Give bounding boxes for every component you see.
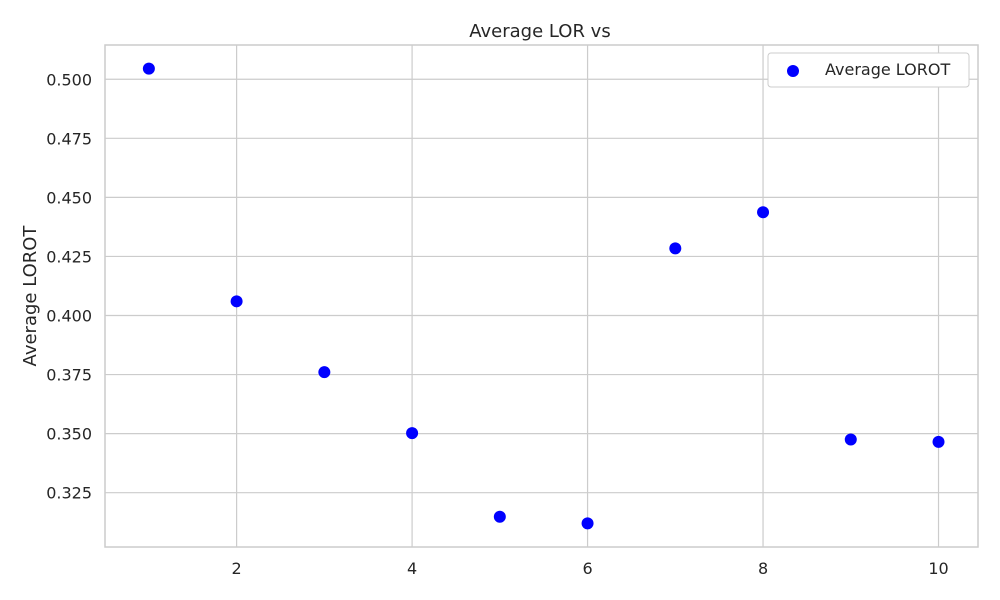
- x-tick-label: 8: [758, 559, 768, 578]
- data-point: [669, 242, 682, 255]
- data-point: [581, 517, 594, 530]
- x-tick-label: 6: [582, 559, 592, 578]
- data-point: [844, 433, 857, 446]
- y-tick-label: 0.350: [46, 425, 92, 444]
- x-tick-label: 4: [407, 559, 417, 578]
- legend-label: Average LOROT: [825, 60, 950, 79]
- data-point: [318, 366, 331, 379]
- x-tick-label: 2: [232, 559, 242, 578]
- y-tick-label: 0.375: [46, 366, 92, 385]
- data-point: [406, 427, 419, 440]
- legend: Average LOROT: [767, 52, 970, 88]
- data-point: [932, 435, 945, 448]
- y-tick-label: 0.400: [46, 306, 92, 325]
- y-tick-label: 0.425: [46, 247, 92, 266]
- plot-area: [105, 45, 978, 547]
- plot-frame: [104, 44, 979, 548]
- legend-marker: [787, 65, 799, 77]
- grid-lines: [105, 45, 978, 547]
- x-tick-label: 10: [928, 559, 948, 578]
- y-axis-ticks: 0.325 0.350 0.375 0.400 0.425 0.450 0.475 0.500: [46, 70, 92, 502]
- y-tick-label: 0.500: [46, 70, 92, 89]
- y-tick-label: 0.475: [46, 129, 92, 148]
- data-point: [757, 206, 770, 219]
- chart-title: Average LOR vs: [469, 21, 610, 42]
- data-point: [230, 295, 243, 308]
- data-point: [142, 62, 155, 75]
- legend-box: [767, 52, 970, 88]
- axes-spines: [104, 44, 979, 548]
- y-axis-label: Average LOROT: [20, 225, 41, 367]
- y-tick-label: 0.450: [46, 188, 92, 207]
- y-tick-label: 0.325: [46, 484, 92, 503]
- data-point: [493, 510, 506, 523]
- data-points: [142, 62, 945, 530]
- x-axis-ticks: 2 4 6 8 10: [232, 559, 949, 578]
